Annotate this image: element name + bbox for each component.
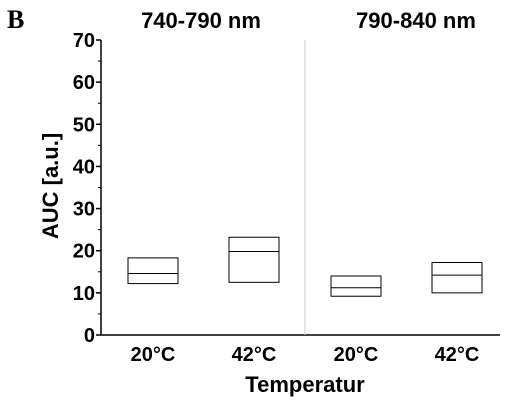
category-label: 20°C	[334, 344, 379, 366]
x-axis-title: Temperatur	[245, 372, 365, 397]
y-axis-title: AUC [a.u.]	[38, 133, 63, 239]
panel-title-left: 740-790 nm	[141, 8, 261, 33]
y-tick-label: 10	[73, 283, 95, 305]
panel-label: B	[7, 5, 24, 34]
box-2-2	[431, 262, 483, 294]
y-tick-label: 40	[73, 156, 95, 178]
y-tick-label: 70	[73, 30, 95, 52]
category-labels: 20°C 42°C 20°C 42°C	[131, 344, 480, 366]
y-tick-label: 30	[73, 199, 95, 221]
y-axis-ticks: 0 10 20 30 40 50 60 70	[73, 30, 101, 347]
box-2-1	[330, 275, 382, 297]
y-tick-label: 0	[84, 325, 95, 347]
box-1-2	[228, 236, 280, 283]
box-1-1	[127, 257, 179, 285]
y-tick-label: 60	[73, 72, 95, 94]
box-series	[127, 236, 483, 297]
category-label: 42°C	[232, 344, 277, 366]
category-label: 42°C	[435, 344, 480, 366]
panel-title-right: 790-840 nm	[356, 8, 476, 33]
y-tick-label: 20	[73, 241, 95, 263]
y-tick-label: 50	[73, 114, 95, 136]
category-label: 20°C	[131, 344, 176, 366]
